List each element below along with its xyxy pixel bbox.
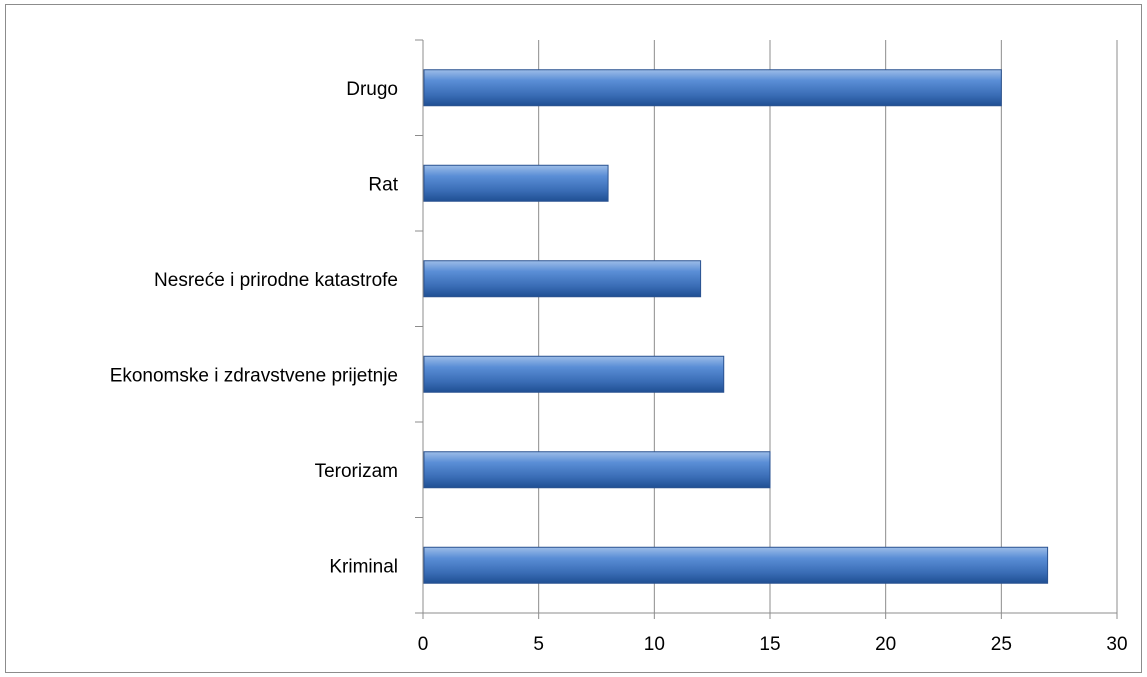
category-label: Nesreće i prirodne katastrofe xyxy=(154,270,398,291)
bar-kriminal xyxy=(423,546,1049,584)
category-label: Drugo xyxy=(346,79,398,100)
category-label: Rat xyxy=(368,174,398,195)
x-tick-label: 0 xyxy=(418,634,429,655)
x-tick-label: 25 xyxy=(991,634,1012,655)
x-tick-label: 30 xyxy=(1106,634,1127,655)
category-label: Ekonomske i zdravstvene prijetnje xyxy=(110,365,398,386)
bar-terorizam xyxy=(423,451,771,489)
bar-nesre-e-i-prirodne-katastrofe xyxy=(423,260,702,298)
category-label: Terorizam xyxy=(315,461,398,482)
bar-rat xyxy=(423,164,609,202)
bar-ekonomske-i-zdravstvene-prijetnje xyxy=(423,355,725,393)
x-tick-label: 15 xyxy=(759,634,780,655)
x-tick-label: 5 xyxy=(533,634,544,655)
x-tick-label: 10 xyxy=(644,634,665,655)
bar-drugo xyxy=(423,69,1002,107)
x-tick-label: 20 xyxy=(875,634,896,655)
category-label: Kriminal xyxy=(329,556,398,577)
